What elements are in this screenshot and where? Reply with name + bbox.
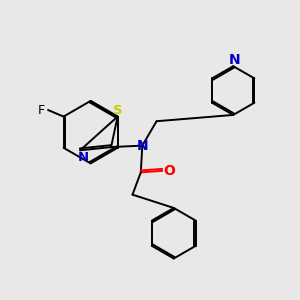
Text: N: N: [136, 139, 148, 153]
Text: N: N: [229, 53, 241, 67]
Text: F: F: [38, 103, 45, 116]
Text: S: S: [113, 103, 122, 116]
Text: N: N: [78, 151, 89, 164]
Text: O: O: [164, 164, 176, 178]
